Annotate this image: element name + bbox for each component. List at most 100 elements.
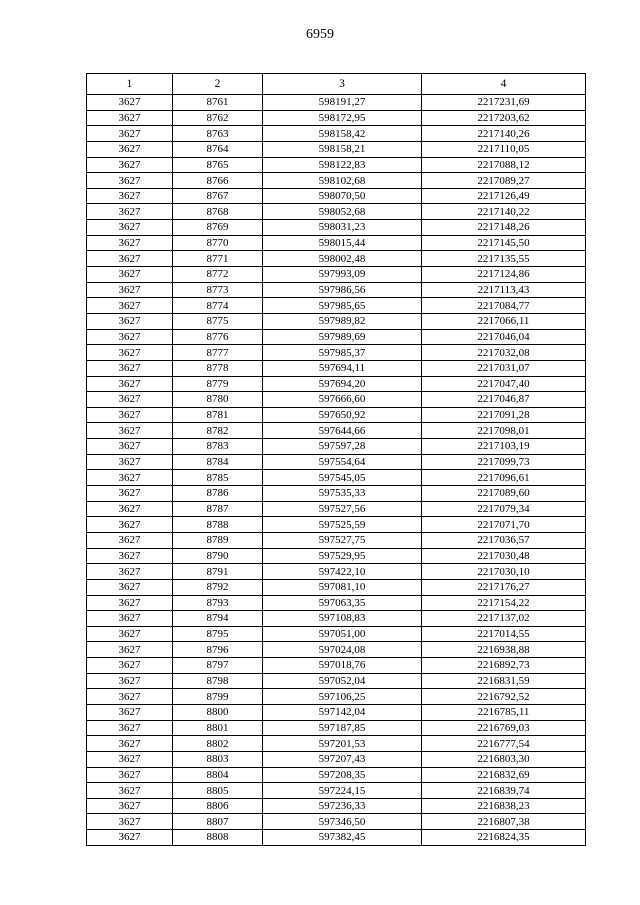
table-row: 3627 8795 597051,00 2217014,55	[86, 625, 586, 643]
table-cell-col3: 597989,82	[262, 312, 422, 330]
page-number: 6959	[306, 27, 334, 42]
table-cell-col3: 597527,75	[262, 531, 422, 549]
table-cell-col1: 3627	[86, 156, 173, 174]
table-cell-col3: 597989,69	[262, 328, 422, 346]
table-cell-col3: 598002,48	[262, 250, 422, 268]
table-row: 3627 8785 597545,05 2217096,61	[86, 469, 586, 487]
table-cell-col2: 8795	[172, 625, 263, 643]
table-row: 3627 8764 598158,21 2217110,05	[86, 140, 586, 158]
table-cell-col4: 2217030,10	[421, 563, 586, 580]
table-cell-col3: 597208,35	[262, 766, 422, 784]
table-cell-col1: 3627	[86, 422, 173, 440]
table-cell-col2: 8763	[172, 125, 263, 142]
table-cell-col4: 2217030,48	[421, 547, 586, 565]
table-row: 3627 8781 597650,92 2217091,28	[86, 406, 586, 424]
table-cell-col3: 597201,53	[262, 735, 422, 752]
table-row: 3627 8779 597694,20 2217047,40	[86, 375, 586, 393]
table-cell-col3: 598070,50	[262, 187, 422, 205]
table-row: 3627 8780 597666,60 2217046,87	[86, 391, 586, 408]
table-cell-col2: 8774	[172, 297, 263, 314]
table-cell-col2: 8800	[172, 703, 263, 721]
table-row: 3627 8776 597989,69 2217046,04	[86, 328, 586, 346]
table-cell-col1: 3627	[86, 531, 173, 549]
table-cell-col1: 3627	[86, 453, 173, 471]
table-row: 3627 8798 597052,04 2216831,59	[86, 672, 586, 690]
table-row: 3627 8796 597024,08 2216938,88	[86, 641, 586, 659]
table-cell-col2: 8790	[172, 547, 263, 565]
table-cell-col2: 8793	[172, 594, 263, 612]
table-cell-col2: 8773	[172, 281, 263, 299]
table-cell-col4: 2217113,43	[421, 281, 586, 299]
table-cell-col1: 3627	[86, 563, 173, 580]
table-cell-col4: 2217084,77	[421, 297, 586, 314]
table-cell-col1: 3627	[86, 610, 173, 627]
table-row: 3627 8761 598191,27 2217231,69	[86, 94, 586, 111]
table-cell-col2: 8780	[172, 391, 263, 408]
table-row: 3627 8770 598015,44 2217145,50	[86, 234, 586, 252]
table-cell-col1: 3627	[86, 109, 173, 127]
table-row: 3627 8784 597554,64 2217099,73	[86, 453, 586, 471]
table-cell-col2: 8797	[172, 657, 263, 674]
table-cell-col1: 3627	[86, 500, 173, 518]
table-cell-col1: 3627	[86, 172, 173, 189]
table-cell-col2: 8799	[172, 688, 263, 705]
table-cell-col4: 2217031,07	[421, 359, 586, 377]
table-cell-col1: 3627	[86, 406, 173, 424]
table-cell-col1: 3627	[86, 219, 173, 236]
table-cell-col3: 597993,09	[262, 266, 422, 283]
table-row: 3627 8791 597422,10 2217030,10	[86, 563, 586, 580]
table-cell-col4: 2217137,02	[421, 610, 586, 627]
table-cell-col3: 598122,83	[262, 156, 422, 174]
table-cell-col1: 3627	[86, 766, 173, 784]
table-cell-col4: 2216838,23	[421, 797, 586, 815]
table-cell-col4: 2217140,26	[421, 125, 586, 142]
table-cell-col2: 8777	[172, 344, 263, 361]
table-cell-col2: 8786	[172, 485, 263, 502]
table-cell-col3: 597529,95	[262, 547, 422, 565]
table-cell-col3: 597024,08	[262, 641, 422, 659]
table-cell-col1: 3627	[86, 719, 173, 737]
table-cell-col4: 2217099,73	[421, 453, 586, 471]
table-cell-col2: 8792	[172, 578, 263, 596]
table-cell-col3: 598172,95	[262, 109, 422, 127]
table-row: 3627 8792 597081,10 2217176,27	[86, 578, 586, 596]
table-cell-col2: 8787	[172, 500, 263, 518]
table-row: 3627 8794 597108,83 2217137,02	[86, 610, 586, 627]
table-cell-col3: 597650,92	[262, 406, 422, 424]
table-cell-col1: 3627	[86, 266, 173, 283]
table-cell-col2: 8802	[172, 735, 263, 752]
table-cell-col2: 8770	[172, 234, 263, 252]
table-cell-col3: 598102,68	[262, 172, 422, 189]
table-cell-col1: 3627	[86, 375, 173, 393]
table-cell-col3: 597535,33	[262, 485, 422, 502]
table-cell-col1: 3627	[86, 250, 173, 268]
table-cell-col3: 598031,23	[262, 219, 422, 236]
table-cell-col2: 8805	[172, 782, 263, 799]
table-cell-col2: 8769	[172, 219, 263, 236]
table-row: 3627 8773 597986,56 2217113,43	[86, 281, 586, 299]
table-cell-col4: 2217124,86	[421, 266, 586, 283]
table-cell-col2: 8803	[172, 750, 263, 768]
table-cell-col3: 597666,60	[262, 391, 422, 408]
table-cell-col1: 3627	[86, 594, 173, 612]
table-cell-col4: 2217176,27	[421, 578, 586, 596]
table-cell-col1: 3627	[86, 328, 173, 346]
table-row: 3627 8783 597597,28 2217103,19	[86, 438, 586, 455]
table-cell-col4: 2216831,59	[421, 672, 586, 690]
table-cell-col4: 2217047,40	[421, 375, 586, 393]
table-row: 3627 8789 597527,75 2217036,57	[86, 531, 586, 549]
table-cell-col4: 2217126,49	[421, 187, 586, 205]
table-cell-col1: 3627	[86, 735, 173, 752]
table-cell-col3: 597545,05	[262, 469, 422, 487]
table-cell-col2: 8794	[172, 610, 263, 627]
table-row: 3627 8775 597989,82 2217066,11	[86, 312, 586, 330]
table-row: 3627 8787 597527,56 2217079,34	[86, 500, 586, 518]
table-row: 3627 8786 597535,33 2217089,60	[86, 485, 586, 502]
table-cell-col1: 3627	[86, 187, 173, 205]
table-cell-col4: 2217145,50	[421, 234, 586, 252]
table-cell-col4: 2216769,03	[421, 719, 586, 737]
table-cell-col4: 2217046,04	[421, 328, 586, 346]
table-cell-col3: 598158,42	[262, 125, 422, 142]
table-cell-col3: 597224,15	[262, 782, 422, 799]
table-cell-col2: 8776	[172, 328, 263, 346]
